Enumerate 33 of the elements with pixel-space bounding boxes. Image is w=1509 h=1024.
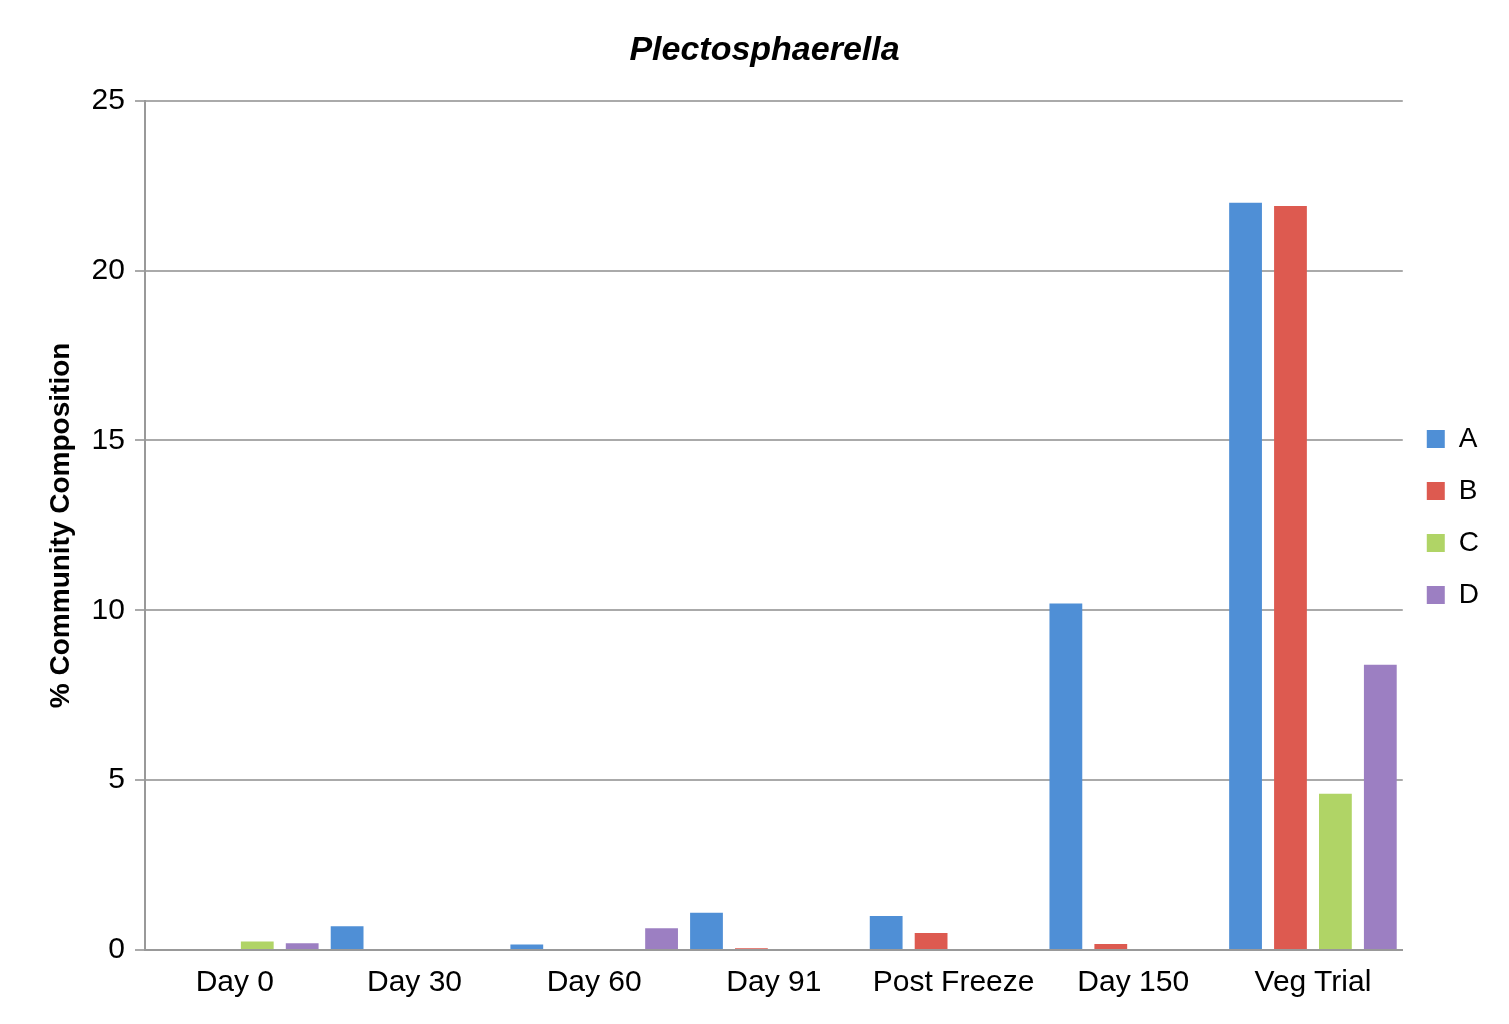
x-tick-label: Veg Trial [1254,964,1372,998]
bar [1094,943,1128,949]
legend-label: A [1458,421,1478,453]
bar [240,941,274,949]
bar [1363,664,1397,949]
bar [914,933,948,949]
y-tick-label: 15 [91,421,125,455]
bar [869,916,903,949]
bar [645,928,678,949]
legend-label: C [1458,525,1480,557]
bar [330,926,364,949]
y-tick-label: 25 [91,82,125,116]
bar [1229,202,1262,949]
legend-label: B [1458,473,1478,505]
y-tick-label: 20 [91,251,125,285]
bar [1319,793,1352,949]
y-axis-title: % Community Composition [43,342,75,709]
bar [510,944,544,949]
bar [690,912,723,949]
y-tick-label: 0 [108,931,125,965]
x-tick-label: Day 150 [1077,964,1190,998]
x-tick-label: Post Freeze [872,964,1035,998]
legend-label: D [1458,577,1480,609]
y-tick-label: 10 [91,591,125,625]
chart-title: Plectosphaerella [629,28,900,67]
y-tick-label: 5 [108,761,125,795]
x-tick-label: Day 30 [366,964,463,998]
bar [1049,603,1083,949]
x-tick-label: Day 0 [195,964,274,998]
bar [285,943,319,949]
x-tick-label: Day 91 [726,964,822,998]
x-tick-label: Day 60 [546,964,642,998]
bar [1274,206,1307,949]
